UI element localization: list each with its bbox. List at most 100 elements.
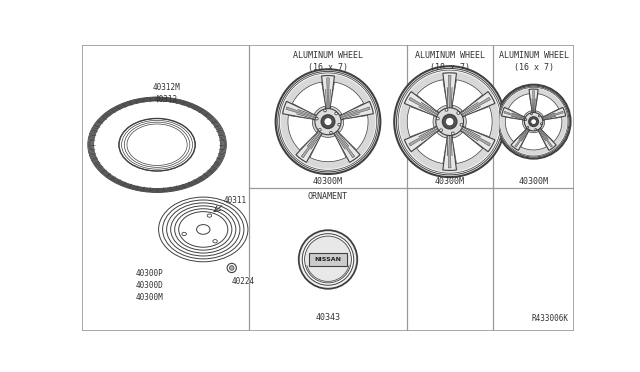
Circle shape [319, 128, 321, 131]
Text: NISSAN: NISSAN [314, 257, 342, 262]
Polygon shape [332, 128, 360, 162]
Polygon shape [457, 92, 495, 118]
Polygon shape [326, 78, 330, 110]
Polygon shape [521, 132, 547, 150]
Circle shape [396, 68, 503, 175]
Polygon shape [330, 82, 364, 115]
Circle shape [497, 85, 570, 158]
Polygon shape [452, 80, 483, 111]
Ellipse shape [196, 225, 210, 234]
Circle shape [498, 86, 569, 157]
Circle shape [440, 129, 442, 132]
Ellipse shape [119, 119, 195, 171]
Polygon shape [283, 102, 320, 121]
Text: 40311: 40311 [224, 196, 247, 205]
Circle shape [316, 117, 318, 120]
Circle shape [527, 126, 529, 128]
Polygon shape [339, 107, 370, 118]
Circle shape [436, 108, 463, 135]
Circle shape [442, 115, 457, 129]
Circle shape [460, 124, 463, 126]
Polygon shape [409, 97, 440, 116]
Circle shape [436, 117, 439, 120]
Polygon shape [506, 117, 525, 142]
Polygon shape [417, 132, 447, 164]
Polygon shape [404, 92, 442, 118]
Circle shape [335, 112, 337, 115]
Polygon shape [288, 115, 317, 150]
Text: ORNAMENT: ORNAMENT [308, 192, 348, 202]
Polygon shape [286, 107, 317, 118]
Text: 40224: 40224 [232, 277, 255, 286]
Polygon shape [443, 73, 456, 112]
Polygon shape [536, 126, 556, 150]
Circle shape [279, 73, 377, 170]
Circle shape [457, 112, 460, 115]
Circle shape [324, 118, 332, 126]
Polygon shape [540, 108, 566, 121]
Polygon shape [407, 106, 434, 137]
Text: 40300M: 40300M [313, 177, 343, 186]
Circle shape [524, 112, 543, 131]
Circle shape [321, 115, 335, 128]
Polygon shape [508, 94, 532, 116]
Circle shape [227, 263, 236, 273]
Polygon shape [460, 127, 490, 146]
Circle shape [398, 70, 501, 173]
Polygon shape [460, 97, 490, 116]
Circle shape [445, 109, 448, 111]
Polygon shape [452, 132, 483, 164]
Polygon shape [502, 108, 528, 121]
Polygon shape [334, 131, 355, 158]
Text: 40300M: 40300M [435, 177, 465, 186]
Polygon shape [339, 115, 368, 150]
Text: ALUMINUM WHEEL
(16 x 7): ALUMINUM WHEEL (16 x 7) [293, 51, 363, 72]
Text: 40312M
40312: 40312M 40312 [152, 83, 180, 103]
Circle shape [500, 89, 567, 155]
Polygon shape [404, 125, 442, 152]
Ellipse shape [207, 214, 212, 217]
Polygon shape [417, 80, 447, 111]
Polygon shape [321, 76, 335, 112]
Polygon shape [301, 131, 322, 158]
Text: 40300M: 40300M [518, 177, 548, 186]
Circle shape [338, 123, 340, 126]
Circle shape [302, 234, 354, 285]
Circle shape [531, 113, 532, 115]
Circle shape [525, 119, 527, 121]
Polygon shape [457, 125, 495, 152]
Text: 40300P
40300D
40300M: 40300P 40300D 40300M [136, 269, 163, 302]
Polygon shape [292, 82, 326, 115]
Polygon shape [465, 106, 492, 137]
Text: ALUMINUM WHEEL
(16 x 7): ALUMINUM WHEEL (16 x 7) [499, 51, 568, 72]
Polygon shape [443, 131, 456, 170]
Circle shape [499, 87, 568, 156]
Ellipse shape [213, 240, 218, 243]
Polygon shape [448, 75, 451, 110]
Polygon shape [504, 111, 526, 119]
Text: R433006K: R433006K [531, 314, 568, 323]
FancyBboxPatch shape [309, 253, 347, 266]
Circle shape [281, 74, 375, 169]
Polygon shape [532, 91, 534, 114]
Polygon shape [538, 128, 552, 147]
Circle shape [529, 117, 538, 126]
Circle shape [299, 230, 357, 289]
Circle shape [535, 129, 536, 131]
Polygon shape [541, 111, 563, 119]
Circle shape [445, 117, 454, 126]
Polygon shape [296, 128, 324, 162]
Circle shape [276, 69, 380, 174]
Circle shape [451, 132, 454, 135]
Polygon shape [529, 89, 538, 115]
Polygon shape [511, 126, 531, 150]
Circle shape [278, 71, 378, 172]
Circle shape [330, 131, 332, 134]
Circle shape [538, 115, 540, 117]
Circle shape [230, 266, 234, 270]
Ellipse shape [182, 232, 186, 235]
Circle shape [305, 236, 351, 283]
Circle shape [394, 66, 505, 177]
Polygon shape [310, 136, 346, 162]
Circle shape [531, 119, 536, 125]
